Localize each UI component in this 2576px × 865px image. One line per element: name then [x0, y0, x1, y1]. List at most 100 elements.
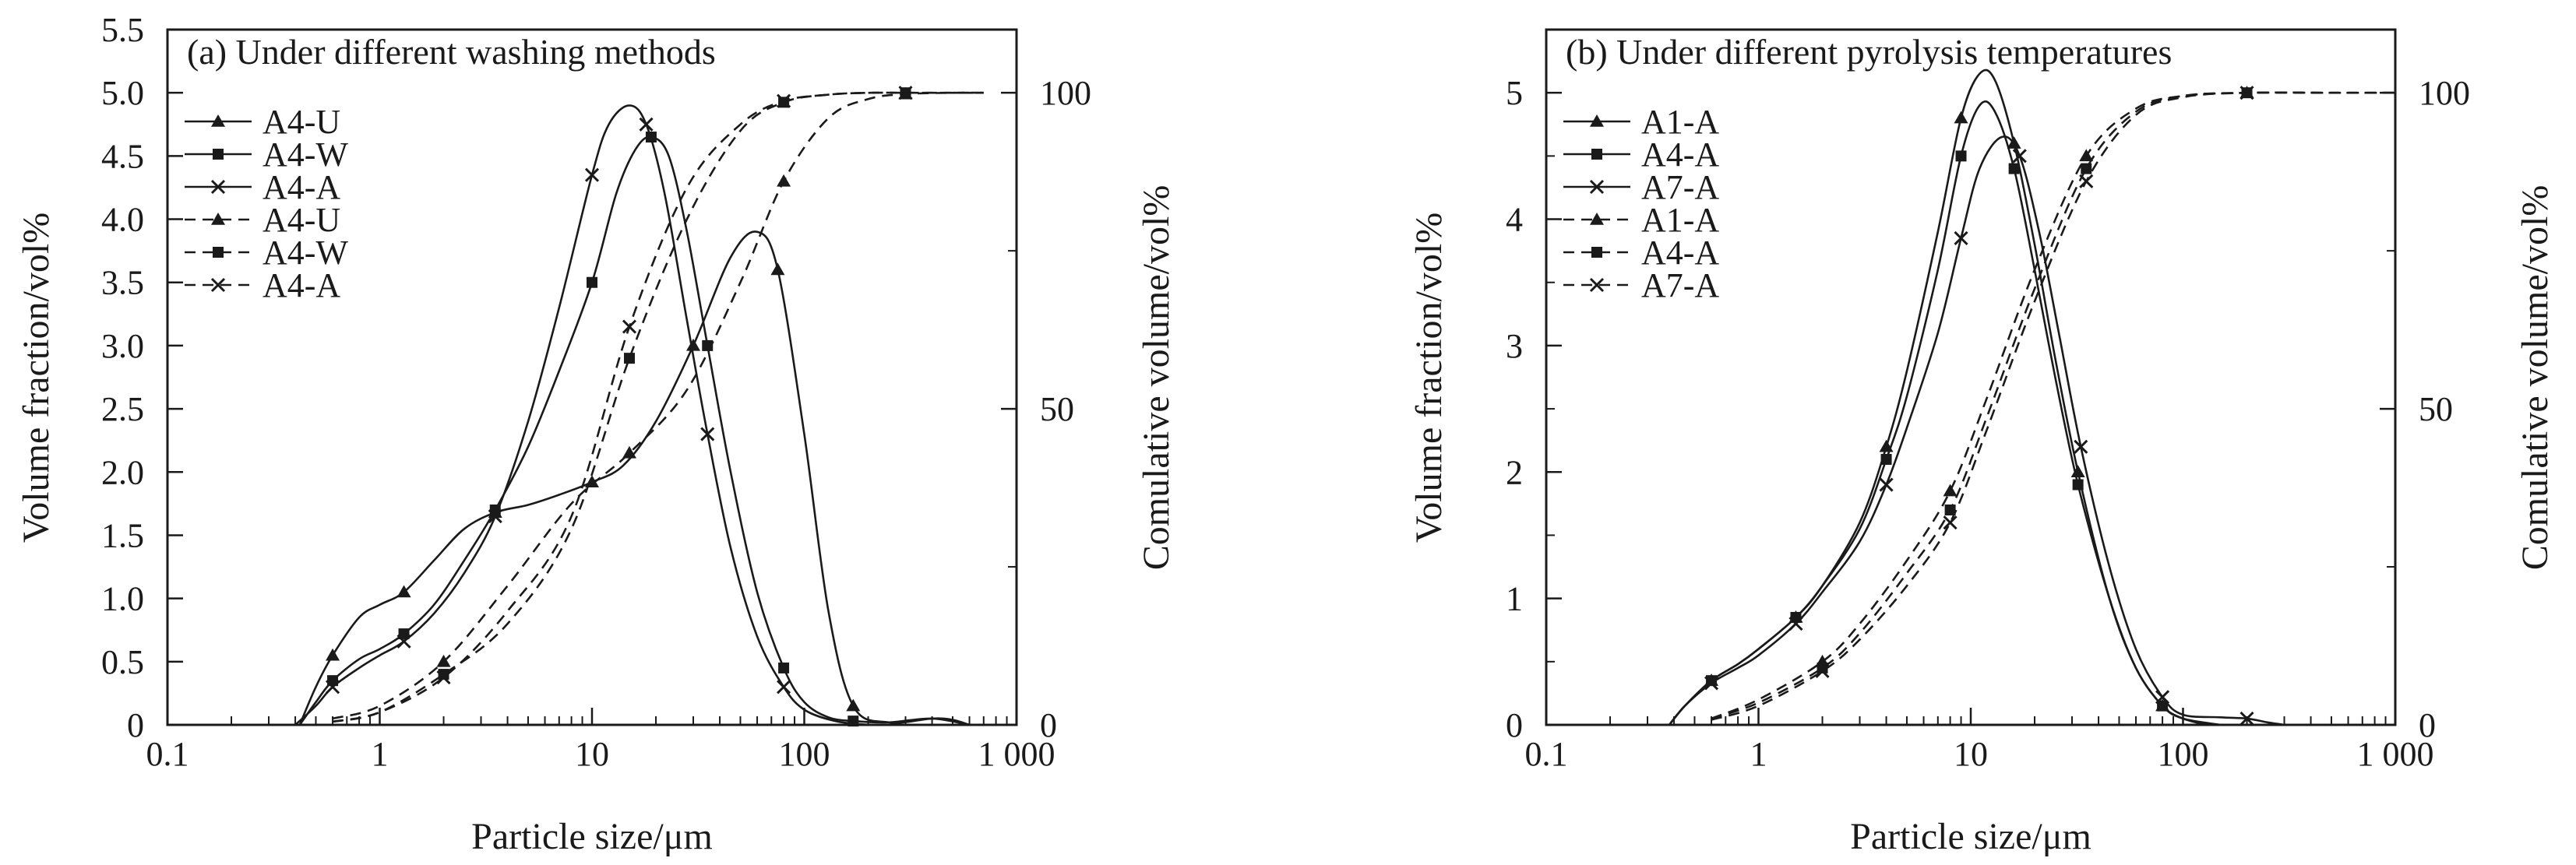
y-tick-label: 2.5 — [101, 390, 144, 428]
series-line-a4-w-right — [332, 91, 984, 723]
x-tick-label: 10 — [575, 735, 609, 773]
data-point-marker — [700, 427, 715, 441]
legend-marker — [213, 149, 224, 160]
legend-label: A4-A — [263, 168, 340, 206]
y2-axis-label: Comulative volume/vol% — [1136, 185, 1177, 571]
legend-marker — [213, 247, 224, 258]
data-point-marker — [587, 276, 597, 288]
data-point-marker — [396, 634, 411, 649]
data-point-marker — [1788, 617, 1803, 631]
y-tick-label: 4.5 — [101, 137, 144, 175]
y2-tick-label: 0 — [2419, 706, 2436, 744]
y-tick-label: 0.5 — [101, 643, 144, 681]
data-point-marker — [623, 353, 635, 364]
legend-label: A1-A — [1641, 103, 1719, 141]
data-point-marker — [584, 167, 600, 182]
y2-axis-label: Comulative volume/vol% — [2514, 185, 2556, 571]
data-point-marker — [396, 585, 411, 598]
data-point-marker — [1815, 663, 1830, 679]
legend-label: A7-A — [1641, 266, 1719, 304]
legend: A4-UA4-WA4-AA4-UA4-WA4-A — [185, 103, 348, 304]
legend-marker — [1591, 149, 1602, 160]
data-point-marker — [686, 338, 701, 351]
x-tick-label: 0.1 — [1525, 735, 1568, 773]
data-point-marker — [1954, 111, 1968, 124]
legend-marker — [1590, 213, 1604, 225]
data-point-marker — [438, 669, 449, 680]
data-point-marker — [770, 262, 785, 276]
series-line-a4-a-left — [1668, 100, 2221, 726]
data-point-marker — [777, 174, 791, 187]
series-line-a4-u-left — [298, 230, 970, 726]
series-lines — [294, 86, 984, 727]
data-point-marker — [1943, 483, 1958, 497]
legend-label: A4-A — [1641, 234, 1719, 272]
series-line-a4-u-right — [332, 91, 984, 720]
axis-ticks: 0.1 1 10 100 1 00000.51.01.52.02.53.03.54.04… — [101, 11, 1091, 773]
y-tick-label: 1.0 — [101, 580, 144, 618]
data-point-marker — [398, 628, 410, 640]
data-point-marker — [2157, 700, 2169, 712]
y-tick-label: 1.5 — [101, 516, 144, 554]
data-point-marker — [436, 654, 451, 667]
data-point-marker — [1706, 675, 1718, 687]
y-tick-label: 4.0 — [101, 201, 144, 239]
data-point-marker — [622, 319, 637, 334]
legend-label: A4-A — [263, 266, 340, 304]
x-tick-label: 1 000 — [2357, 735, 2434, 773]
data-point-marker — [436, 670, 451, 685]
series-line-a7-a-left — [1668, 135, 2285, 726]
data-point-marker — [2239, 711, 2254, 726]
data-point-marker — [2239, 86, 2254, 100]
y-tick-label: 2 — [1506, 453, 1523, 491]
y2-tick-label: 100 — [2419, 74, 2470, 112]
data-point-marker — [1704, 676, 1719, 691]
legend-label: A4-U — [263, 201, 340, 239]
chart-title: (a) Under different washing methods — [187, 32, 716, 72]
legend-marker — [210, 277, 226, 293]
y-tick-label: 2.0 — [101, 453, 144, 491]
x-tick-label: 0.1 — [146, 735, 189, 773]
panel-b: (b) Under different pyrolysis temperatur… — [1408, 28, 2556, 857]
data-point-marker — [2072, 479, 2084, 491]
data-point-marker — [325, 680, 340, 694]
data-point-marker — [1944, 504, 1956, 515]
x-axis-label: Particle size/μm — [471, 816, 713, 857]
data-point-marker — [639, 117, 654, 132]
chart-title: (b) Under different pyrolysis temperatur… — [1566, 32, 2172, 72]
y-tick-label: 4 — [1506, 201, 1523, 239]
x-tick-label: 10 — [1954, 735, 1988, 773]
data-point-marker — [2081, 163, 2092, 174]
data-point-marker — [777, 93, 791, 108]
legend-marker — [210, 179, 226, 195]
y-tick-label: 0 — [127, 706, 144, 744]
legend-label: A1-A — [1641, 201, 1719, 239]
panel-a: (a) Under different washing methods Part… — [16, 11, 1177, 857]
y-tick-label: 3 — [1506, 327, 1523, 365]
data-point-marker — [1955, 150, 1967, 162]
data-point-marker — [2079, 149, 2094, 162]
data-point-marker — [777, 680, 791, 694]
legend-marker — [1591, 247, 1602, 258]
x-tick-label: 1 — [372, 735, 389, 773]
legend-marker — [1589, 277, 1605, 293]
legend: A1-AA4-AA7-AA1-AA4-AA7-A — [1563, 103, 1719, 304]
data-point-marker — [1880, 454, 1892, 466]
x-tick-label: 1 — [1750, 735, 1767, 773]
y-tick-label: 5 — [1506, 74, 1523, 112]
y-tick-label: 1 — [1506, 580, 1523, 618]
y2-tick-label: 50 — [1040, 390, 1074, 428]
series-line-a4-a-left — [294, 104, 869, 726]
y-tick-label: 5.0 — [101, 74, 144, 112]
legend-label: A4-A — [1641, 135, 1719, 174]
data-point-marker — [1943, 515, 1958, 530]
legend-label: A7-A — [1641, 168, 1719, 206]
x-axis-label: Particle size/μm — [1850, 816, 2091, 857]
y-tick-label: 3.0 — [101, 327, 144, 365]
x-tick-label: 100 — [779, 735, 830, 773]
legend-marker — [1589, 179, 1605, 195]
legend-label: A4-W — [263, 234, 348, 272]
y-axis-label: Volume fraction/vol% — [16, 213, 57, 543]
